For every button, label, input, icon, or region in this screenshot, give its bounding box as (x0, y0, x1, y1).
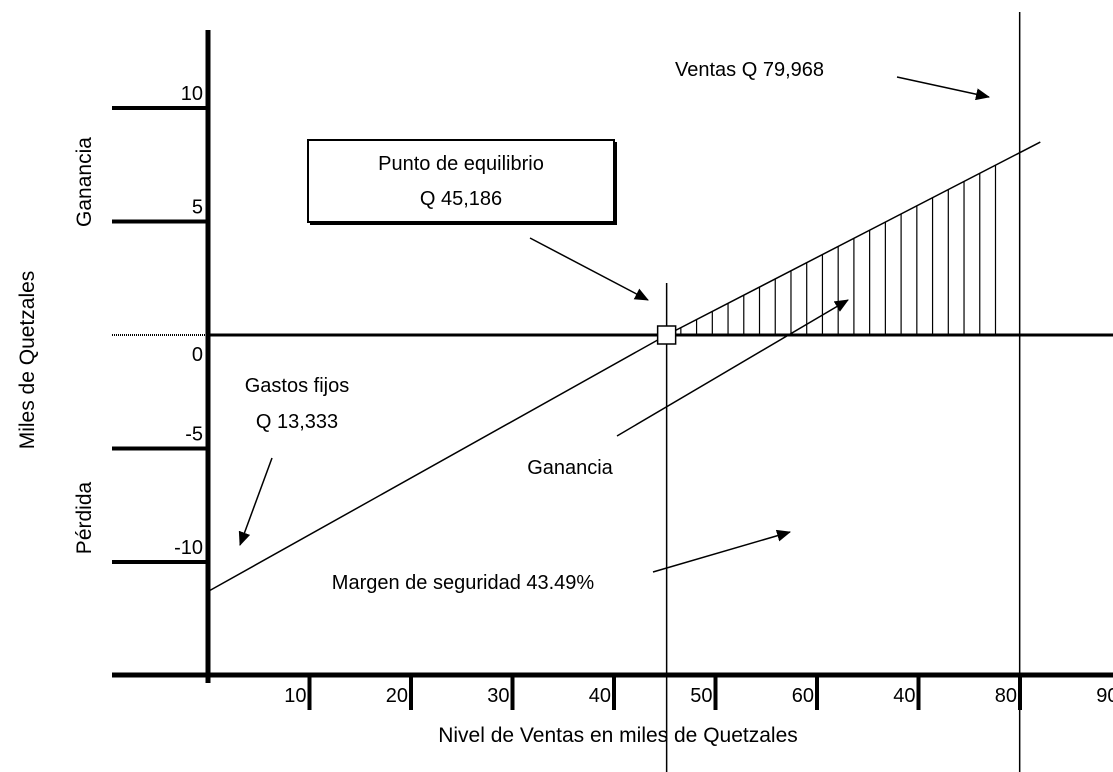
sales-label: Ventas Q 79,968 (675, 59, 824, 81)
safety-margin-annotation: Margen de seguridad 43.49% (332, 529, 791, 594)
x-axis-ticks: 10 20 30 40 50 60 40 80 90 (284, 675, 1113, 710)
x-tick-label: 60 (792, 685, 814, 707)
fixed-costs-arrow (238, 457, 273, 546)
break-even-label-line1: Punto de equilibrio (378, 153, 544, 175)
x-tick-label: 30 (487, 685, 509, 707)
fixed-costs-label-line2: Q 13,333 (256, 411, 338, 433)
sales-annotation: Ventas Q 79,968 (675, 59, 990, 101)
x-tick-label: 40 (893, 685, 915, 707)
break-even-box-shadow-bottom (310, 222, 617, 225)
profit-hatch-region (680, 165, 997, 335)
x-tick-label: 10 (284, 685, 306, 707)
break-even-box-shadow-right (614, 142, 617, 224)
break-even-marker (656, 325, 677, 345)
safety-margin-arrow (652, 529, 791, 573)
y-region-label-bottom: Pérdida (73, 481, 96, 554)
fixed-costs-label-line1: Gastos fijos (245, 375, 349, 397)
y-region-label-top: Ganancia (73, 137, 96, 227)
x-tick-label: 50 (690, 685, 712, 707)
break-even-label-line2: Q 45,186 (420, 188, 502, 210)
y-axis-title: Miles de Quetzales (16, 271, 39, 450)
y-axis-ticks: 10 5 0 -5 -10 (112, 83, 208, 564)
profit-label: Ganancia (527, 457, 613, 479)
break-even-arrow (529, 237, 649, 301)
x-tick-label: 80 (995, 685, 1017, 707)
y-tick-label: -10 (174, 537, 203, 559)
fixed-costs-annotation: Gastos fijos Q 13,333 (238, 375, 349, 546)
break-even-box (307, 139, 615, 223)
profit-arrow (616, 299, 849, 437)
y-tick-label: 0 (192, 344, 203, 366)
x-tick-label: 20 (386, 685, 408, 707)
y-tick-label: 5 (192, 197, 203, 219)
x-axis-title: Nivel de Ventas en miles de Quetzales (438, 724, 798, 747)
x-tick-label: 40 (589, 685, 611, 707)
break-even-annotation: Punto de equilibrio Q 45,186 (307, 139, 649, 301)
safety-margin-label: Margen de seguridad 43.49% (332, 572, 595, 594)
sales-arrow (896, 76, 990, 101)
x-tick-label: 90 (1096, 685, 1113, 707)
y-tick-label: 10 (181, 83, 203, 105)
profit-annotation: Ganancia (527, 299, 849, 479)
y-tick-label: -5 (185, 424, 203, 446)
